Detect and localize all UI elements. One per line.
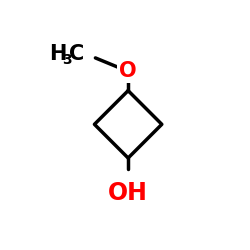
Text: H: H: [49, 44, 66, 64]
Text: C: C: [70, 44, 85, 64]
Text: OH: OH: [108, 181, 148, 205]
Text: 3: 3: [62, 53, 72, 67]
Text: O: O: [119, 62, 137, 82]
